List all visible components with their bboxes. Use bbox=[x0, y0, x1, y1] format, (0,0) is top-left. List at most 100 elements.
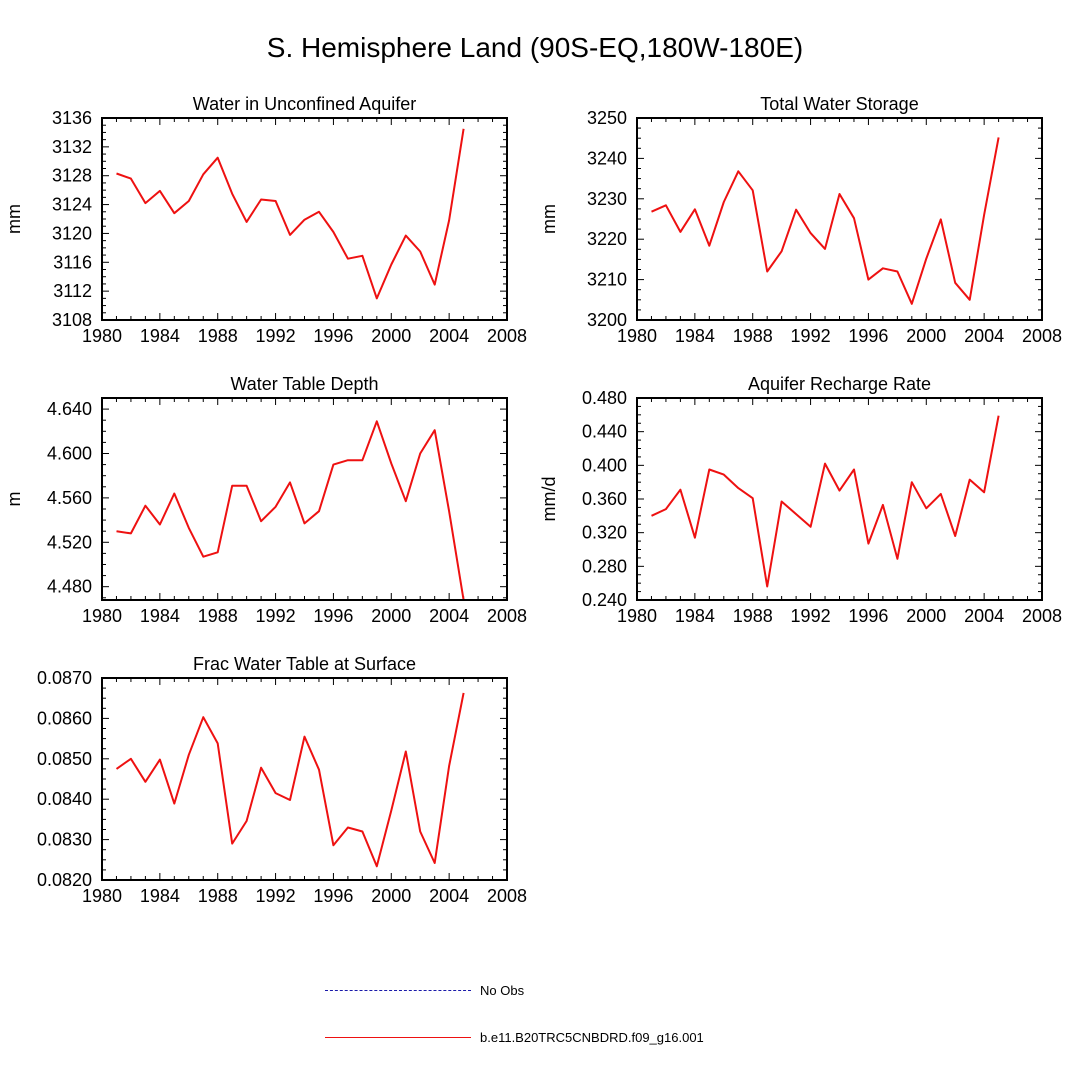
y-tick-label: 3116 bbox=[53, 252, 92, 272]
y-axis-label: mm/d bbox=[539, 477, 559, 522]
y-tick-label: 0.400 bbox=[582, 455, 627, 475]
x-tick-label: 1980 bbox=[82, 606, 122, 626]
x-tick-label: 2008 bbox=[487, 886, 527, 906]
y-tick-label: 4.640 bbox=[47, 399, 92, 419]
x-tick-label: 2004 bbox=[429, 886, 469, 906]
y-tick-label: 3220 bbox=[587, 229, 627, 249]
x-tick-label: 1980 bbox=[82, 886, 122, 906]
figure-title: S. Hemisphere Land (90S-EQ,180W-180E) bbox=[266, 32, 804, 63]
series-line bbox=[651, 137, 1000, 305]
y-tick-label: 3200 bbox=[587, 310, 627, 330]
x-tick-label: 1996 bbox=[313, 886, 353, 906]
x-tick-label: 1996 bbox=[848, 326, 888, 346]
x-tick-label: 2000 bbox=[371, 326, 411, 346]
x-tick-label: 1984 bbox=[675, 326, 715, 346]
panel-total-water-storage: Total Water Storage mm 1980 1984 1988 1992 199… bbox=[539, 94, 1062, 346]
panel-water-in-unconfined-aquifer: Water in Unconfined Aquifer mm 1980 1984 198… bbox=[4, 94, 527, 346]
x-tick-label: 1988 bbox=[198, 606, 238, 626]
x-tick-label: 1988 bbox=[733, 326, 773, 346]
y-tick-label: 0.360 bbox=[582, 489, 627, 509]
x-tick-label: 2004 bbox=[429, 326, 469, 346]
x-tick-label: 1980 bbox=[617, 606, 657, 626]
x-tick-label: 1996 bbox=[313, 326, 353, 346]
x-tick-label: 1980 bbox=[82, 326, 122, 346]
x-tick-label: 2000 bbox=[371, 886, 411, 906]
x-tick-label: 2000 bbox=[371, 606, 411, 626]
x-tick-label: 2000 bbox=[906, 606, 946, 626]
y-tick-label: 4.560 bbox=[47, 488, 92, 508]
panel-title: Water Table Depth bbox=[230, 374, 378, 394]
x-tick-label: 1992 bbox=[791, 326, 831, 346]
x-tick-label: 1996 bbox=[848, 606, 888, 626]
y-tick-label: 0.320 bbox=[582, 523, 627, 543]
y-tick-label: 4.600 bbox=[47, 443, 92, 463]
x-tick-label: 1984 bbox=[140, 326, 180, 346]
y-tick-label: 0.0820 bbox=[37, 870, 92, 890]
x-tick-label: 1992 bbox=[256, 606, 296, 626]
x-tick-label: 2004 bbox=[429, 606, 469, 626]
panel-title: Frac Water Table at Surface bbox=[193, 654, 416, 674]
y-tick-label: 3136 bbox=[52, 108, 92, 128]
plot-frame bbox=[636, 117, 1043, 321]
y-tick-label: 3210 bbox=[587, 270, 627, 290]
panel-water-table-depth: Water Table Depth m 1980 1984 1988 1992 1996 20… bbox=[4, 374, 527, 626]
y-tick-label: 3120 bbox=[52, 223, 92, 243]
legend-label: b.e11.B20TRC5CNBDRD.f09_g16.001 bbox=[480, 1030, 704, 1045]
x-tick-label: 1988 bbox=[198, 326, 238, 346]
x-tick-label: 2008 bbox=[1022, 606, 1062, 626]
panel-aquifer-recharge-rate: Aquifer Recharge Rate mm/d 1980 1984 1988 199… bbox=[539, 374, 1062, 626]
legend: No Obs b.e11.B20TRC5CNBDRD.f09_g16.001 bbox=[325, 970, 825, 1045]
y-axis-label: m bbox=[4, 492, 24, 507]
x-tick-label: 1996 bbox=[313, 606, 353, 626]
y-tick-label: 0.0860 bbox=[37, 708, 92, 728]
x-tick-label: 2000 bbox=[906, 326, 946, 346]
y-tick-label: 0.0870 bbox=[37, 668, 92, 688]
plot-frame bbox=[101, 677, 508, 881]
x-tick-label: 2004 bbox=[964, 606, 1004, 626]
y-tick-label: 4.520 bbox=[47, 532, 92, 552]
y-tick-label: 3108 bbox=[52, 310, 92, 330]
x-tick-label: 1984 bbox=[675, 606, 715, 626]
series-line bbox=[116, 420, 465, 600]
panel-title: Total Water Storage bbox=[760, 94, 918, 114]
x-tick-label: 2008 bbox=[487, 606, 527, 626]
y-tick-label: 0.0830 bbox=[37, 830, 92, 850]
x-tick-label: 1992 bbox=[256, 886, 296, 906]
x-tick-label: 1988 bbox=[198, 886, 238, 906]
plot-frame bbox=[101, 397, 508, 601]
series-line bbox=[116, 128, 465, 300]
y-tick-label: 0.280 bbox=[582, 556, 627, 576]
y-tick-label: 3112 bbox=[53, 281, 92, 301]
x-tick-label: 2004 bbox=[964, 326, 1004, 346]
legend-swatch-solid bbox=[325, 1037, 471, 1038]
y-tick-label: 4.480 bbox=[47, 577, 92, 597]
y-tick-label: 0.480 bbox=[582, 388, 627, 408]
panel-frac-water-table-at-surface: Frac Water Table at Surface 1980 1984 1988 1… bbox=[37, 654, 527, 906]
x-tick-label: 1984 bbox=[140, 886, 180, 906]
x-tick-label: 1980 bbox=[617, 326, 657, 346]
y-tick-label: 0.0840 bbox=[37, 789, 92, 809]
x-tick-label: 2008 bbox=[1022, 326, 1062, 346]
y-tick-label: 3132 bbox=[52, 137, 92, 157]
x-tick-label: 1984 bbox=[140, 606, 180, 626]
series-line bbox=[651, 415, 1000, 588]
y-tick-label: 0.440 bbox=[582, 422, 627, 442]
legend-label: No Obs bbox=[480, 983, 525, 998]
y-tick-label: 3250 bbox=[587, 108, 627, 128]
y-axis-label: mm bbox=[4, 204, 24, 234]
y-axis-label: mm bbox=[539, 204, 559, 234]
y-tick-label: 3128 bbox=[52, 166, 92, 186]
y-tick-label: 0.240 bbox=[582, 590, 627, 610]
y-tick-label: 0.0850 bbox=[37, 749, 92, 769]
y-tick-label: 3124 bbox=[52, 195, 92, 215]
legend-swatch-dashed bbox=[325, 990, 471, 991]
series-line bbox=[115, 692, 465, 868]
y-tick-label: 3240 bbox=[587, 148, 627, 168]
x-tick-label: 1992 bbox=[256, 326, 296, 346]
plot-frame bbox=[101, 117, 508, 321]
x-tick-label: 1988 bbox=[733, 606, 773, 626]
panel-title: Aquifer Recharge Rate bbox=[748, 374, 931, 394]
y-tick-label: 3230 bbox=[587, 189, 627, 209]
panel-title: Water in Unconfined Aquifer bbox=[193, 94, 416, 114]
